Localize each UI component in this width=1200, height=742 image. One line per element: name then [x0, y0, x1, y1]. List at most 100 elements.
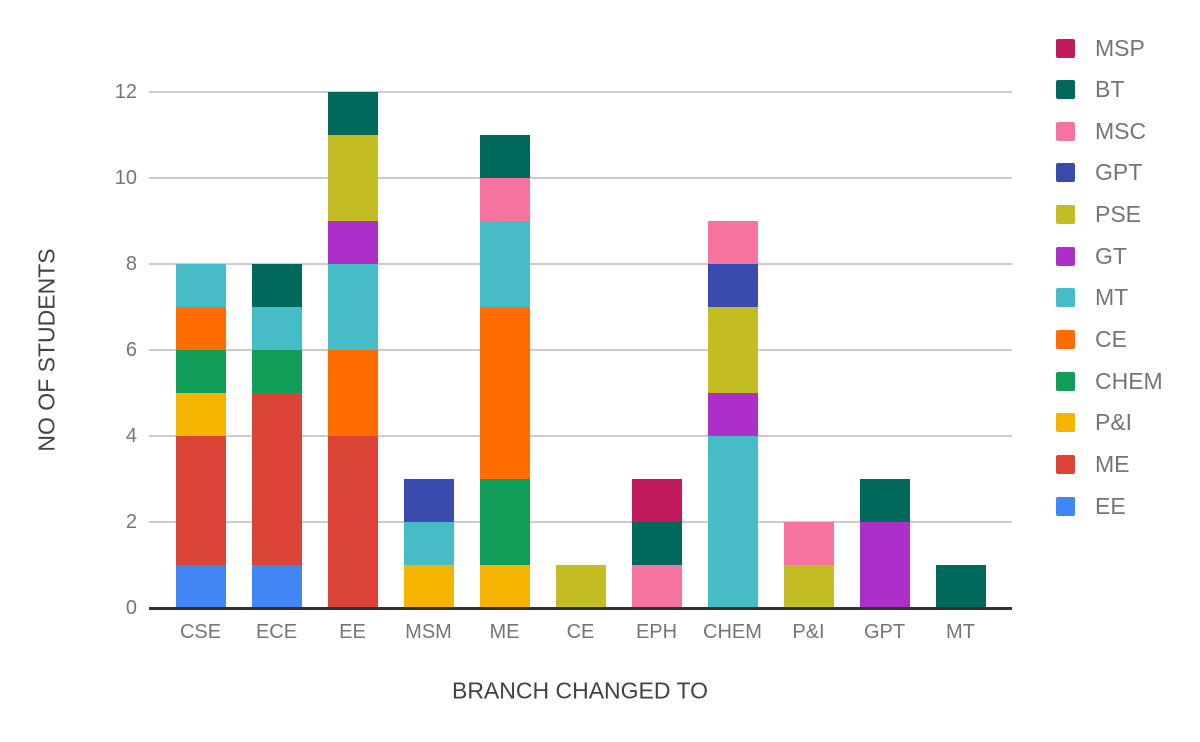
- legend-label-mt: MT: [1095, 284, 1129, 311]
- bar-segment-mt-in-msm: [403, 522, 454, 565]
- legend-swatch-pandi: [1056, 413, 1075, 433]
- bar-segment-bt-in-ee: [327, 92, 378, 135]
- bar-segment-ee-in-cse: [175, 565, 226, 608]
- bar-segment-ce-in-me: [479, 307, 530, 479]
- x-axis-line: [149, 607, 1012, 610]
- gridline-12: [149, 91, 1012, 93]
- legend-swatch-ce: [1056, 329, 1075, 349]
- legend-item-chem: CHEM: [1056, 360, 1163, 402]
- x-category-label-ee: EE: [339, 621, 366, 643]
- bar-segment-mt-in-chem: [707, 436, 758, 608]
- y-tick-label-12: 12: [114, 81, 137, 103]
- legend-label-gt: GT: [1095, 242, 1127, 269]
- legend-item-mt: MT: [1056, 277, 1128, 319]
- y-tick-label-10: 10: [114, 167, 137, 189]
- y-tick-label-8: 8: [125, 253, 137, 275]
- bar-segment-chem-in-ece: [251, 350, 302, 393]
- bar-segment-msc-in-chem: [707, 221, 758, 264]
- bar-segment-ce-in-ee: [327, 350, 378, 436]
- legend-swatch-msc: [1056, 121, 1075, 141]
- bar-segment-chem-in-cse: [175, 350, 226, 393]
- bar-segment-gt-in-chem: [707, 393, 758, 436]
- gridline-4: [149, 435, 1012, 437]
- x-category-label-msm: MSM: [405, 621, 452, 643]
- gridline-2: [149, 521, 1012, 523]
- bar-segment-pandi-in-me: [479, 565, 530, 608]
- bar-segment-mt-in-ece: [251, 307, 302, 350]
- legend-swatch-pse: [1056, 205, 1075, 225]
- legend-label-pse: PSE: [1095, 201, 1142, 228]
- bar-segment-mt-in-ee: [327, 264, 378, 350]
- bar-segment-msc-in-pandi: [783, 522, 834, 565]
- legend-item-pandi: P&I: [1056, 402, 1132, 444]
- bar-segment-bt-in-eph: [631, 522, 682, 565]
- bar-segment-msc-in-eph: [631, 565, 682, 608]
- legend-item-gpt: GPT: [1056, 152, 1142, 194]
- bar-segment-pandi-in-cse: [175, 393, 226, 436]
- legend-item-msp: MSP: [1056, 27, 1145, 69]
- legend-swatch-ee: [1056, 496, 1075, 516]
- legend-swatch-gpt: [1056, 163, 1075, 183]
- bar-segment-pse-in-pandi: [783, 565, 834, 608]
- x-category-label-me: ME: [489, 621, 520, 643]
- gridline-6: [149, 349, 1012, 351]
- x-category-label-gpt: GPT: [863, 621, 906, 643]
- y-tick-label-0: 0: [125, 597, 137, 619]
- bar-segment-bt-in-mt: [935, 565, 986, 608]
- legend: MSP BT MSC GPT PSE GT MT CE CHEM P&I ME EE: [1056, 0, 1200, 742]
- legend-label-msp: MSP: [1095, 34, 1145, 61]
- bar-segment-msc-in-me: [479, 178, 530, 221]
- bar-segment-ce-in-cse: [175, 307, 226, 350]
- x-category-label-chem: CHEM: [703, 621, 762, 643]
- bar-segment-pse-in-chem: [707, 307, 758, 393]
- legend-label-bt: BT: [1095, 76, 1125, 103]
- legend-label-pandi: P&I: [1095, 409, 1133, 436]
- y-tick-label-4: 4: [125, 425, 137, 447]
- legend-item-ee: EE: [1056, 485, 1126, 527]
- x-category-label-ece: ECE: [255, 621, 298, 643]
- legend-swatch-mt: [1056, 288, 1075, 308]
- bar-segment-mt-in-cse: [175, 264, 226, 307]
- legend-label-msc: MSC: [1095, 117, 1147, 144]
- x-category-label-eph: EPH: [635, 621, 678, 643]
- bar-segment-me-in-ece: [251, 393, 302, 565]
- bar-segment-ee-in-ece: [251, 565, 302, 608]
- legend-label-ee: EE: [1095, 492, 1126, 519]
- legend-swatch-gt: [1056, 246, 1075, 266]
- y-tick-label-2: 2: [125, 511, 137, 533]
- legend-label-chem: CHEM: [1095, 367, 1163, 394]
- bar-segment-mt-in-me: [479, 221, 530, 307]
- legend-label-ce: CE: [1095, 325, 1127, 352]
- x-category-label-cse: CSE: [179, 621, 222, 643]
- legend-swatch-chem: [1056, 371, 1075, 391]
- bar-segment-pse-in-ce: [555, 565, 606, 608]
- x-category-label-pandi: P&I: [792, 621, 825, 643]
- bar-segment-gpt-in-msm: [403, 479, 454, 522]
- bar-segment-chem-in-me: [479, 479, 530, 565]
- bar-segment-gt-in-gpt: [859, 522, 910, 608]
- legend-item-gt: GT: [1056, 235, 1127, 277]
- y-tick-label-6: 6: [125, 339, 137, 361]
- legend-swatch-msp: [1056, 38, 1075, 58]
- gridline-8: [149, 263, 1012, 265]
- legend-swatch-me: [1056, 454, 1075, 474]
- bar-segment-me-in-ee: [327, 436, 378, 608]
- bar-segment-gt-in-ee: [327, 221, 378, 264]
- gridline-10: [149, 177, 1012, 179]
- legend-item-bt: BT: [1056, 69, 1124, 111]
- bar-segment-me-in-cse: [175, 436, 226, 565]
- bar-segment-bt-in-gpt: [859, 479, 910, 522]
- legend-label-me: ME: [1095, 450, 1130, 477]
- x-category-label-mt: MT: [946, 621, 975, 643]
- legend-item-msc: MSC: [1056, 110, 1146, 152]
- legend-item-pse: PSE: [1056, 194, 1141, 236]
- legend-item-me: ME: [1056, 443, 1130, 485]
- bar-segment-pandi-in-msm: [403, 565, 454, 608]
- bar-segment-gpt-in-chem: [707, 264, 758, 307]
- bar-segment-pse-in-ee: [327, 135, 378, 221]
- legend-item-ce: CE: [1056, 318, 1127, 360]
- bar-segment-msp-in-eph: [631, 479, 682, 522]
- x-axis-title: BRANCH CHANGED TO: [451, 677, 709, 704]
